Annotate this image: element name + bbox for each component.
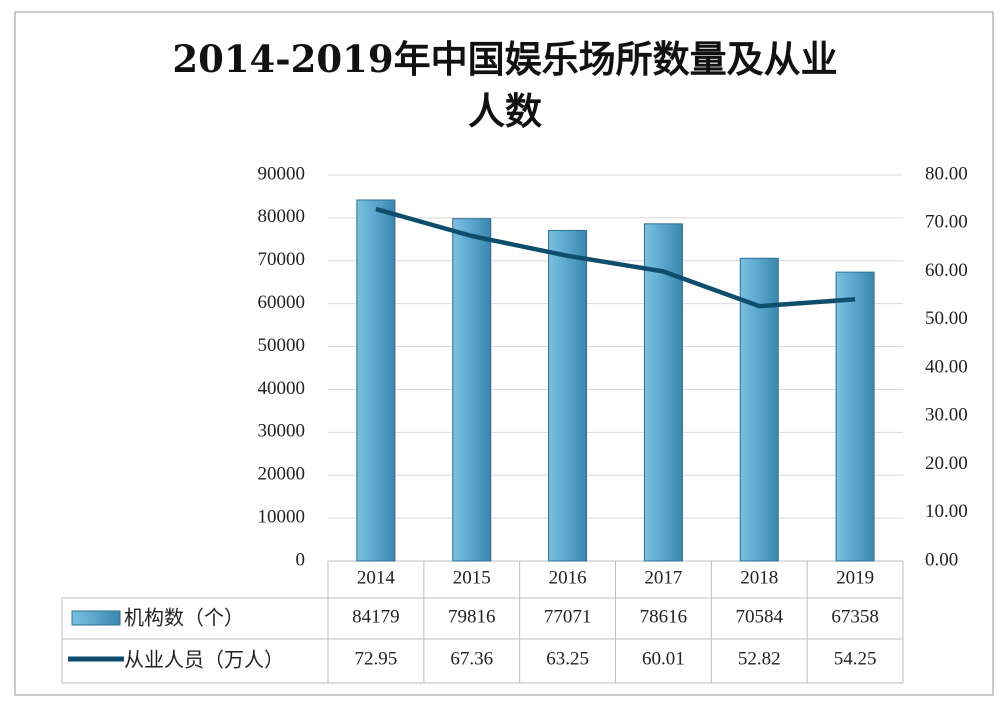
y-tick-label: 50000 bbox=[258, 335, 306, 356]
table-value: 63.25 bbox=[546, 648, 589, 669]
table-value: 77071 bbox=[544, 606, 592, 627]
bar bbox=[356, 199, 396, 562]
table-value: 67358 bbox=[831, 606, 879, 627]
x-tick-label: 2014 bbox=[357, 567, 396, 588]
x-tick-label: 2017 bbox=[644, 567, 682, 588]
y-tick-label: 80000 bbox=[258, 206, 306, 227]
y-tick-label: 40000 bbox=[258, 378, 306, 399]
x-tick-label: 2015 bbox=[453, 567, 491, 588]
x-tick-label: 2016 bbox=[549, 567, 587, 588]
table-value: 60.01 bbox=[642, 648, 685, 669]
bar bbox=[739, 257, 779, 562]
table-value: 70584 bbox=[736, 606, 784, 627]
bar bbox=[548, 229, 588, 562]
y-tick-label: 70000 bbox=[258, 249, 306, 270]
y-tick-label: 60000 bbox=[258, 292, 306, 313]
y2-tick-label: 70.00 bbox=[925, 212, 968, 233]
table-value: 54.25 bbox=[834, 648, 877, 669]
y-tick-label: 0 bbox=[296, 549, 306, 570]
legend-swatch bbox=[71, 610, 121, 626]
y2-tick-label: 20.00 bbox=[925, 453, 968, 474]
bar bbox=[452, 218, 492, 562]
chart-title: 2014-2019年中国娱乐场所数量及从业人数 bbox=[172, 37, 837, 133]
table-value: 72.95 bbox=[355, 648, 398, 669]
table-value: 84179 bbox=[352, 606, 400, 627]
y2-tick-label: 50.00 bbox=[925, 308, 968, 329]
chart-border bbox=[14, 11, 994, 696]
table-value: 52.82 bbox=[738, 648, 781, 669]
table-value: 79816 bbox=[448, 606, 496, 627]
y2-tick-label: 60.00 bbox=[925, 260, 968, 281]
bar bbox=[643, 223, 683, 562]
y2-tick-label: 0.00 bbox=[925, 549, 958, 570]
y-tick-label: 90000 bbox=[258, 163, 306, 184]
bar bbox=[835, 271, 875, 562]
y2-tick-label: 40.00 bbox=[925, 356, 968, 377]
legend-label: 从业人员（万人） bbox=[124, 648, 284, 672]
y-tick-label: 30000 bbox=[258, 421, 306, 442]
y2-tick-label: 30.00 bbox=[925, 405, 968, 426]
y-tick-label: 10000 bbox=[258, 506, 306, 527]
legend-label: 机构数（个） bbox=[124, 606, 244, 630]
table-value: 78616 bbox=[640, 606, 688, 627]
table-value: 67.36 bbox=[450, 648, 493, 669]
y2-tick-label: 80.00 bbox=[925, 163, 968, 184]
y2-tick-label: 10.00 bbox=[925, 501, 968, 522]
y-tick-label: 20000 bbox=[258, 464, 306, 485]
x-tick-label: 2018 bbox=[740, 567, 778, 588]
line bbox=[375, 206, 856, 309]
x-tick-label: 2019 bbox=[836, 567, 874, 588]
